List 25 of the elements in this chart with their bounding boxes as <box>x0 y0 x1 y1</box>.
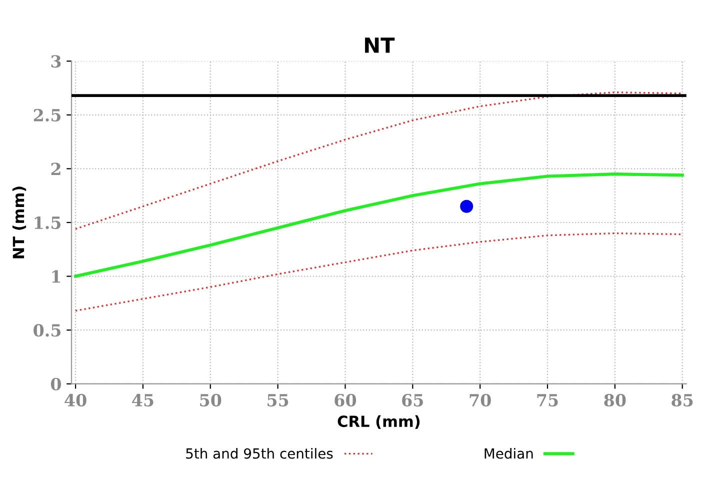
y-tick-label: 0.5 <box>34 324 61 337</box>
chart-title: NT <box>365 38 395 53</box>
x-tick-label: 85 <box>672 394 693 406</box>
legend-label: Median <box>484 448 533 459</box>
line-series <box>74 91 684 230</box>
x-tick-label: 45 <box>132 394 154 406</box>
x-tick-label: 65 <box>402 394 423 406</box>
y-tick-label: 1 <box>52 270 60 283</box>
x-tick-label: 80 <box>604 394 626 406</box>
y-tick-label: 1.5 <box>34 216 61 230</box>
x-tick-label: 60 <box>334 394 356 406</box>
x-tick-label: 70 <box>470 394 491 406</box>
x-tick-label: 40 <box>64 394 86 406</box>
line-series <box>74 232 684 312</box>
y-tick-label: 2.5 <box>34 108 61 122</box>
x-tick-label: 50 <box>200 394 222 406</box>
y-tick-label: 0 <box>50 378 61 390</box>
x-tick-label: 55 <box>268 394 288 406</box>
line-series <box>74 172 684 278</box>
y-tick-label: 3 <box>51 55 61 68</box>
x-axis-title: CRL (mm) <box>338 415 420 429</box>
legend-label: 5th and 95th centiles <box>186 448 333 459</box>
y-axis-title: NT (mm) <box>12 186 26 258</box>
y-tick-label: 2 <box>51 162 60 176</box>
x-tick-label: 75 <box>537 394 558 406</box>
